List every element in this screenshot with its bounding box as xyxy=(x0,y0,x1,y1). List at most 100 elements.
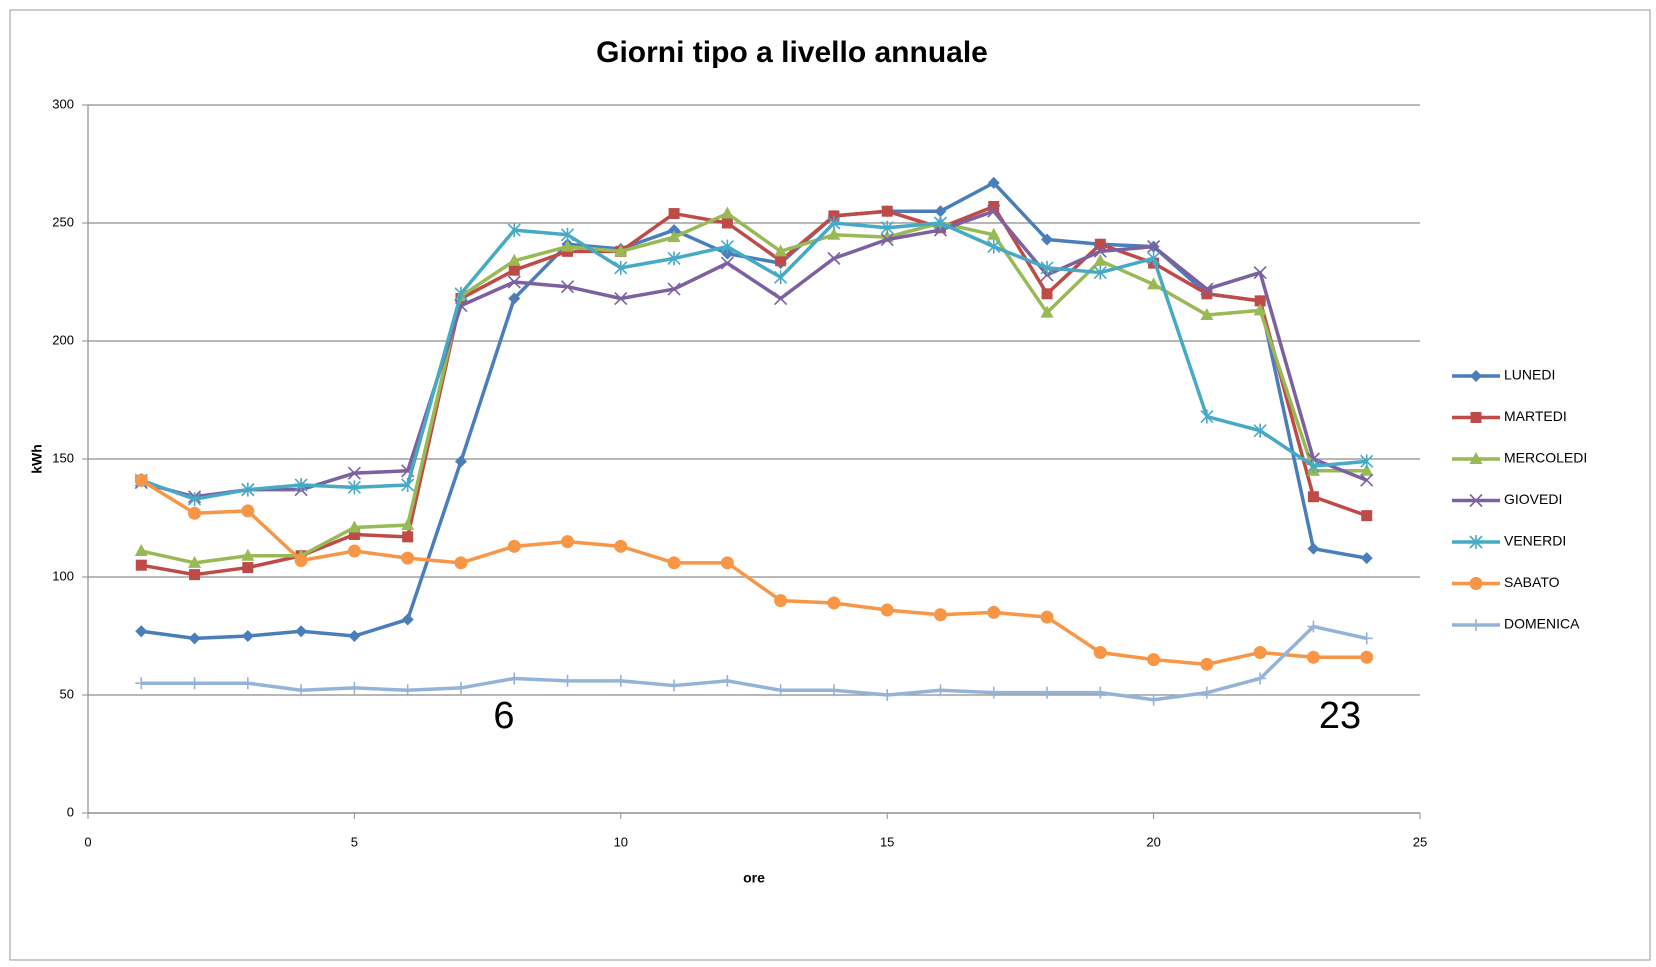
marker xyxy=(188,677,201,690)
marker xyxy=(1253,303,1267,316)
marker xyxy=(987,204,1001,218)
marker xyxy=(454,286,468,301)
marker xyxy=(1253,423,1267,438)
series-line xyxy=(140,478,1367,667)
marker xyxy=(988,200,1000,212)
marker xyxy=(614,260,628,275)
marker xyxy=(667,251,681,266)
marker xyxy=(774,244,788,257)
marker xyxy=(1093,253,1107,266)
marker xyxy=(1094,238,1106,250)
x-tick-label: 0 xyxy=(84,834,91,849)
marker xyxy=(189,569,201,581)
y-axis-label: kWh xyxy=(29,444,45,474)
x-tick-label: 25 xyxy=(1413,834,1427,849)
annotation: 6 xyxy=(493,695,514,737)
marker xyxy=(667,230,681,243)
marker xyxy=(1201,288,1213,300)
marker xyxy=(827,216,841,230)
marker xyxy=(987,686,1000,699)
marker xyxy=(1307,620,1320,633)
marker xyxy=(1200,282,1214,296)
chart-frame xyxy=(9,9,1651,961)
marker xyxy=(560,227,575,242)
marker xyxy=(774,684,787,697)
series-line xyxy=(140,221,1367,501)
marker xyxy=(241,504,255,518)
marker xyxy=(134,473,148,487)
marker xyxy=(1093,265,1107,280)
marker xyxy=(295,625,308,638)
marker xyxy=(561,239,575,252)
x-tick-label: 15 xyxy=(880,834,894,849)
legend-label: MARTEDI xyxy=(1504,408,1567,424)
marker xyxy=(1253,265,1267,280)
marker xyxy=(241,630,254,642)
series-line xyxy=(140,209,1368,499)
marker xyxy=(1307,491,1319,503)
marker xyxy=(1200,409,1214,424)
marker xyxy=(1469,535,1483,549)
marker xyxy=(1360,632,1373,645)
marker xyxy=(187,492,202,507)
marker xyxy=(614,674,627,687)
marker xyxy=(1470,370,1482,382)
marker xyxy=(188,506,202,520)
marker xyxy=(454,455,467,468)
marker xyxy=(508,264,520,276)
marker xyxy=(1040,260,1054,275)
marker xyxy=(987,239,1001,254)
marker xyxy=(668,679,681,692)
legend-label: VENERDI xyxy=(1504,533,1566,549)
marker xyxy=(774,291,788,306)
marker xyxy=(507,275,521,289)
y-tick-label: 150 xyxy=(52,450,74,465)
marker xyxy=(401,551,415,565)
marker xyxy=(880,232,894,247)
marker xyxy=(1306,459,1321,474)
marker xyxy=(881,689,894,701)
y-tick-label: 100 xyxy=(52,568,74,583)
marker xyxy=(1469,493,1483,508)
marker xyxy=(347,520,361,533)
marker xyxy=(933,216,948,230)
marker xyxy=(933,608,947,622)
legend-label: DOMENICA xyxy=(1504,616,1580,632)
marker xyxy=(454,681,467,694)
marker xyxy=(135,625,148,638)
marker xyxy=(1200,657,1214,671)
marker xyxy=(134,544,148,557)
marker xyxy=(188,632,201,645)
marker xyxy=(1254,295,1266,307)
marker xyxy=(188,555,202,568)
marker xyxy=(774,270,788,285)
marker xyxy=(295,684,308,697)
marker xyxy=(1041,288,1053,300)
marker xyxy=(720,556,734,570)
marker xyxy=(1041,686,1054,699)
marker xyxy=(1093,646,1107,660)
annotation: 23 xyxy=(1319,695,1361,737)
marker xyxy=(1469,452,1483,464)
x-tick-label: 5 xyxy=(351,834,358,849)
marker xyxy=(1307,542,1320,555)
marker xyxy=(348,681,361,694)
marker xyxy=(135,559,147,571)
y-tick-label: 50 xyxy=(60,686,74,701)
marker xyxy=(294,477,308,492)
marker xyxy=(1360,463,1374,476)
marker xyxy=(1361,510,1373,522)
marker xyxy=(1360,552,1373,565)
marker xyxy=(347,480,361,495)
marker xyxy=(667,556,681,570)
marker xyxy=(241,548,255,561)
marker xyxy=(1200,308,1214,321)
series-line xyxy=(141,624,1368,702)
marker xyxy=(508,672,521,685)
marker xyxy=(454,556,468,570)
marker xyxy=(827,251,841,265)
legend-label: MERCOLEDI xyxy=(1504,450,1587,466)
marker xyxy=(402,531,414,543)
y-tick-label: 200 xyxy=(52,332,74,347)
